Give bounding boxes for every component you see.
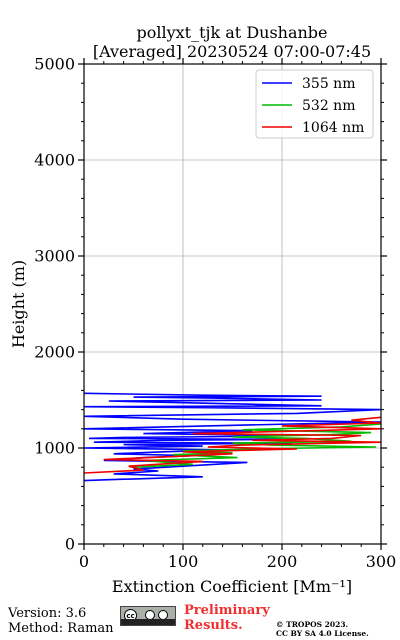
series-lines bbox=[84, 392, 381, 482]
y-axis-label: Height (m) bbox=[9, 260, 28, 348]
y-tick-label: 5000 bbox=[34, 55, 75, 74]
copyright-line2: CC BY SA 4.0 License. bbox=[276, 629, 369, 638]
y-tick-label: 2000 bbox=[34, 343, 75, 362]
y-tick-label: 3000 bbox=[34, 247, 75, 266]
series-line-2 bbox=[133, 423, 381, 468]
x-tick-label: 100 bbox=[168, 552, 199, 571]
x-tick-label: 200 bbox=[267, 552, 298, 571]
legend: 355 nm 532 nm 1064 nm bbox=[255, 69, 374, 139]
plot-frame bbox=[83, 63, 382, 545]
x-axis-label: Extinction Coefficient [Mm⁻¹] bbox=[112, 577, 352, 596]
cc-icon: cc bbox=[124, 609, 137, 622]
legend-label: 355 nm bbox=[302, 76, 355, 92]
version-method-text: Version: 3.6 Method: Raman bbox=[8, 606, 114, 636]
y-tick-label: 4000 bbox=[34, 151, 75, 170]
badge-bar bbox=[121, 619, 175, 625]
legend-label: 1064 nm bbox=[302, 120, 364, 136]
y-tick-label: 0 bbox=[65, 535, 75, 554]
copyright-text: © TROPOS 2023. CC BY SA 4.0 License. bbox=[276, 620, 369, 638]
chart-title-line2: [Averaged] 20230524 07:00-07:45 bbox=[93, 42, 371, 61]
y-tick-label: 1000 bbox=[34, 439, 75, 458]
version-label: Version: 3.6 bbox=[8, 606, 87, 621]
x-tick-label: 0 bbox=[79, 552, 89, 571]
cc-by-sa-badge: cc bbox=[120, 606, 176, 626]
series-line-3 bbox=[84, 416, 381, 474]
preliminary-line2: Results. bbox=[184, 618, 243, 633]
copyright-line1: © TROPOS 2023. bbox=[276, 620, 349, 629]
method-label: Method: Raman bbox=[8, 621, 114, 636]
chart-title-line1: pollyxt_tjk at Dushanbe bbox=[136, 23, 327, 42]
x-tick-label: 300 bbox=[366, 552, 397, 571]
extinction-profile-chart: pollyxt_tjk at Dushanbe [Averaged] 20230… bbox=[9, 23, 396, 596]
legend-box bbox=[255, 69, 374, 139]
preliminary-line1: Preliminary bbox=[184, 603, 270, 618]
preliminary-results-text: Preliminary Results. bbox=[184, 603, 270, 633]
legend-label: 532 nm bbox=[302, 98, 355, 114]
